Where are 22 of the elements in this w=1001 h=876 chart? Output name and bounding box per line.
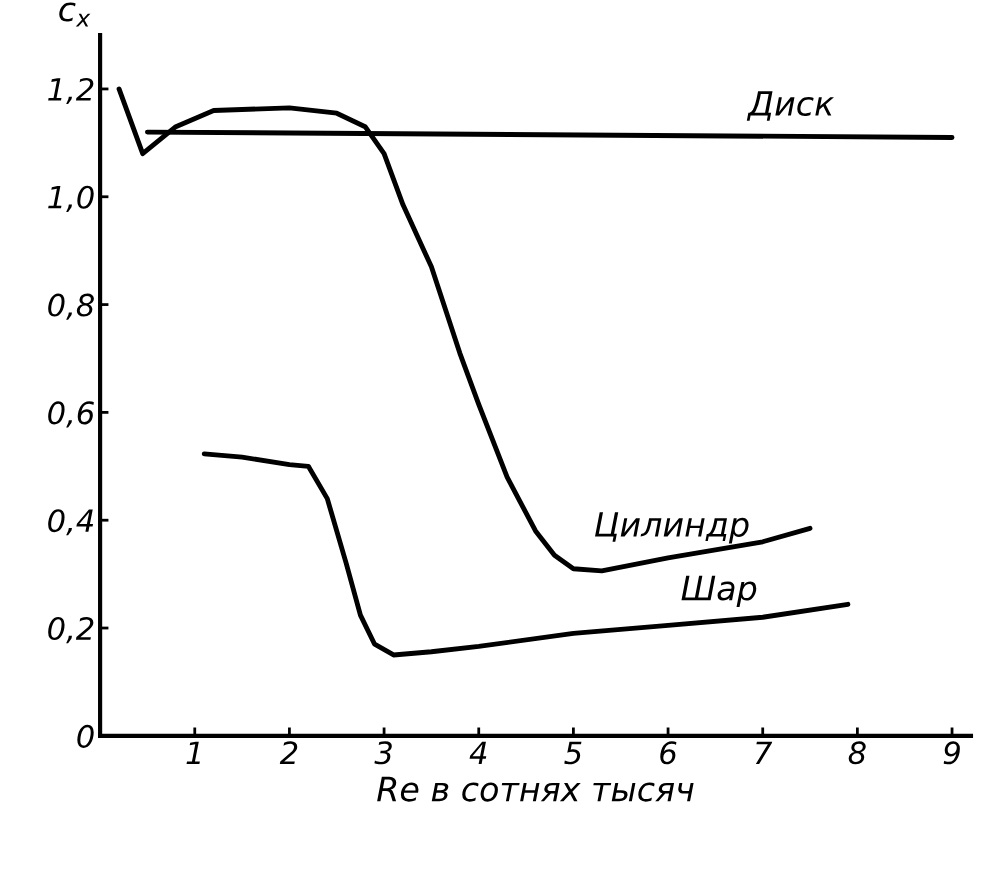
y-tick-label: 0,2: [48, 616, 94, 644]
x-tick-label: 8: [848, 741, 866, 765]
y-tick-label: 0,4: [48, 509, 94, 536]
x-tick-label: 9: [943, 741, 960, 765]
x-tick-label: 3: [374, 741, 392, 765]
x-tick-label: 1: [186, 741, 200, 764]
y-tick-label: 0: [77, 724, 94, 748]
x-tick-label: 6: [660, 741, 677, 765]
series-label: Диск: [746, 91, 834, 121]
series-label: Цилиндр: [595, 512, 749, 544]
x-tick-label: 4: [469, 741, 487, 764]
y-axis-title: c$_{x}$: [59, 2, 91, 27]
x-tick-label: 2: [279, 741, 298, 764]
x-tick-label: 5: [564, 741, 582, 765]
x-axis-title: Re в сотнях тысяч: [377, 776, 694, 802]
y-tick-label: 1,0: [48, 185, 94, 212]
x-tick-label: 7: [755, 741, 773, 764]
y-tick-label: 0,8: [48, 293, 94, 320]
y-tick-label: 0,6: [48, 401, 94, 428]
y-tick-label: 1,2: [48, 77, 94, 105]
line-series: [201, 451, 851, 658]
series-label: Шар: [681, 575, 757, 608]
